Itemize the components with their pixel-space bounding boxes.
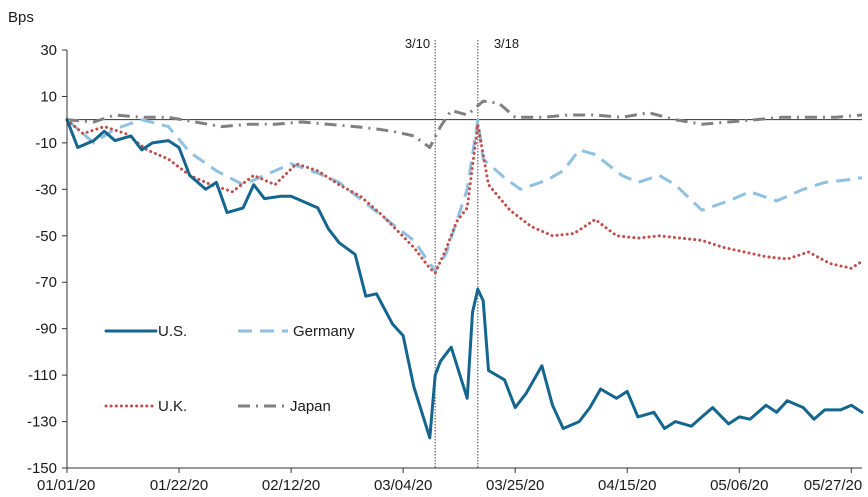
series-line-uk: [65, 118, 864, 275]
y-tick-label-6: -70: [35, 274, 57, 291]
legend-label-uk: U.K.: [158, 398, 187, 415]
legend-label-us: U.S.: [158, 323, 187, 340]
x-tick-label-8: 05/27/20: [804, 477, 862, 494]
x-tick-label-7: 05/06/20: [710, 477, 768, 494]
x-tick-label-4: 03/04/20: [374, 477, 432, 494]
annotation-label-2: 3/18: [494, 36, 519, 51]
y-tick-label-1: 30: [40, 42, 57, 59]
legend-label-japan: Japan: [290, 398, 331, 415]
y-tick-label-3: -10: [35, 135, 57, 152]
y-tick-label-4: -30: [35, 181, 57, 198]
x-tick-label-2: 01/22/20: [150, 477, 208, 494]
y-tick-label-5: -50: [35, 228, 57, 245]
series-line-japan: [66, 99, 863, 149]
y-tick-label-7: -90: [35, 321, 57, 338]
x-tick-label-3: 02/12/20: [262, 477, 320, 494]
y-tick-label-8: -110: [28, 367, 57, 384]
y-tick-label-9: -130: [27, 414, 57, 431]
annotation-label-1: 3/10: [405, 36, 430, 51]
series-line-germany: [66, 118, 863, 273]
series-line-us: [65, 118, 864, 440]
x-tick-label-5: 03/25/20: [486, 477, 544, 494]
legend-label-germany: Germany: [293, 323, 355, 340]
x-tick-label-1: 01/01/20: [37, 477, 95, 494]
y-tick-label-2: 10: [40, 88, 57, 105]
x-tick-label-6: 04/15/20: [598, 477, 656, 494]
y-axis-label: Bps: [8, 9, 34, 26]
y-tick-label-10: -150: [27, 460, 57, 477]
